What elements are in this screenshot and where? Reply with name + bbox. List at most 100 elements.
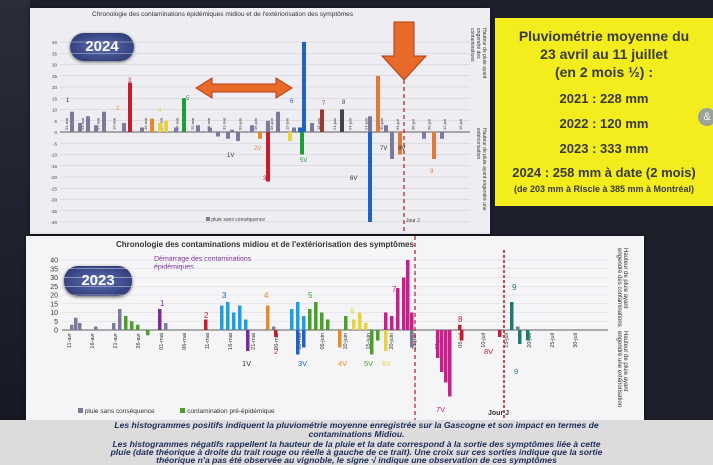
symptom-label: 4V xyxy=(338,359,347,368)
bar-positive xyxy=(122,123,126,132)
pluvio-note: (de 203 mm à Riscle à 385 mm à Montréal) xyxy=(513,184,695,194)
x-tick-label: 28-mai xyxy=(206,118,211,130)
x-tick-label: 25-mai xyxy=(190,118,195,130)
x-tick-label: 25-juil xyxy=(550,333,556,348)
bar-positive xyxy=(164,120,168,132)
y-tick-label: -20 xyxy=(50,175,57,180)
footer-line-2: contaminations Midiou. xyxy=(308,429,405,439)
bar-negative xyxy=(302,330,306,348)
x-tick-label: 15-juil xyxy=(504,333,510,348)
bar-positive xyxy=(196,125,200,132)
symptom-label: 7V xyxy=(380,146,387,152)
pluvio-2024: 2024 : 258 mm à date (2 mois) xyxy=(512,165,696,180)
footer-line-1: Les histogrammes positifs indiquent la p… xyxy=(114,420,599,430)
symptom-label: 2 xyxy=(274,347,278,356)
bar-positive xyxy=(158,309,162,330)
bar-positive xyxy=(174,127,178,132)
year-badge-2024: 2024 xyxy=(70,33,134,61)
event-number-label: 9 xyxy=(512,283,517,292)
event-number-label: 2 xyxy=(116,106,120,112)
x-tick-label: 30-juil xyxy=(573,333,579,348)
bar-positive xyxy=(112,323,116,330)
symptom-label: 5V xyxy=(300,158,307,164)
pluviometrie-box: Pluviométrie moyenne du 23 avril au 11 j… xyxy=(495,18,713,206)
year-badge-2023: 2023 xyxy=(64,266,132,296)
legend-2023: pluie sans conséquence contamination pré… xyxy=(78,408,275,415)
y-tick-label: -10 xyxy=(50,153,57,158)
bar-positive xyxy=(296,302,300,330)
bar-positive xyxy=(136,324,140,330)
y-tick-label: 35 xyxy=(50,266,58,273)
y-tick-label: 40 xyxy=(50,258,58,265)
pluvio-2023: 2023 : 333 mm xyxy=(559,141,649,156)
event-number-label: 2 xyxy=(204,311,209,320)
bar-negative xyxy=(440,132,444,139)
bar-positive xyxy=(516,326,520,330)
bar-negative xyxy=(518,330,522,344)
y-tick-label: 0 xyxy=(54,328,58,335)
x-tick-label: 06-juil xyxy=(411,119,416,130)
legend-label-1: pluie sans conséquence xyxy=(84,408,155,415)
x-tick-label: 06-mai xyxy=(182,333,188,350)
bar-positive xyxy=(78,123,82,132)
x-tick-label: 06-juin xyxy=(253,118,258,130)
y-tick-label: 10 xyxy=(52,108,58,113)
down-arrow-icon xyxy=(380,21,428,81)
bar-positive xyxy=(250,125,254,132)
bar-negative xyxy=(440,330,444,372)
bar-positive xyxy=(208,127,212,132)
pluvio-2022: 2022 : 120 mm xyxy=(559,116,649,131)
pluvio-title-2: 23 avril au 11 juillet xyxy=(540,46,668,62)
bar-positive xyxy=(140,127,144,132)
bar-positive xyxy=(272,326,276,330)
y-tick-label: -15 xyxy=(50,164,57,169)
right-label-bottom-2024: Hauteur de pluie ayant engendré une exté… xyxy=(475,128,487,211)
x-tick-label: 11-mai xyxy=(205,333,211,349)
bar-positive xyxy=(70,111,74,132)
bar-positive xyxy=(182,98,186,132)
x-tick-label: 10-juil xyxy=(481,333,487,348)
bar-positive xyxy=(86,116,90,132)
right-label-bottom-2023: Hauteur de pluie ayant engendré une exté… xyxy=(616,331,628,408)
event-number-label: 8 xyxy=(458,315,463,324)
symptom-label: 2V xyxy=(254,146,261,152)
bar-negative xyxy=(526,330,530,341)
bar-positive xyxy=(410,312,414,330)
symptom-label: 3V xyxy=(298,359,307,368)
bar-negative xyxy=(432,132,436,159)
symptom-label: 9 xyxy=(514,367,518,376)
y-tick-label: 40 xyxy=(52,40,58,45)
x-tick-label: 26-avr xyxy=(136,333,142,349)
bar-positive xyxy=(94,326,98,330)
bar-positive xyxy=(344,316,348,330)
bar-positive xyxy=(302,316,306,330)
y-tick-label: -25 xyxy=(50,186,57,191)
bar-negative xyxy=(216,132,220,137)
x-tick-label: 20-juil xyxy=(527,333,533,348)
event-number-label: 8 xyxy=(342,100,346,106)
y-tick-label: 10 xyxy=(50,310,58,317)
x-tick-label: 18-juin xyxy=(316,118,321,130)
bar-negative xyxy=(258,132,262,139)
event-number-label: 3 xyxy=(128,78,132,84)
x-tick-label: 20-juin xyxy=(389,333,395,350)
bar-positive xyxy=(290,309,294,330)
symptom-label: 8V xyxy=(484,347,493,356)
y-tick-label: 20 xyxy=(52,85,58,90)
bar-positive xyxy=(358,312,362,330)
bar-positive xyxy=(396,288,400,330)
x-tick-label: 21-mai xyxy=(251,333,257,350)
bar-positive xyxy=(292,127,296,132)
y-tick-label: 25 xyxy=(52,74,58,79)
bar-positive xyxy=(244,319,248,330)
bar-positive xyxy=(226,302,230,330)
x-tick-label: 07-mai xyxy=(96,118,101,130)
y-tick-label: 25 xyxy=(50,284,58,291)
bar-negative xyxy=(384,330,388,351)
bar-negative xyxy=(146,330,150,336)
pluvio-2021: 2021 : 228 mm xyxy=(559,91,649,106)
legend-label: pluie sans conséquence xyxy=(211,217,266,223)
x-tick-label: 01-mai xyxy=(64,118,69,130)
bar-positive xyxy=(310,123,314,132)
